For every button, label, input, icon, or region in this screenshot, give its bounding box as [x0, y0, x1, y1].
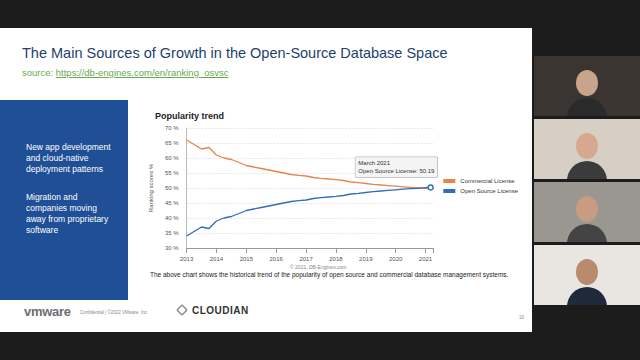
html-text:CLOUDIAN: CLOUDIAN	[192, 305, 249, 316]
svg-text:Open Source License: 50.19: Open Source License: 50.19	[358, 168, 435, 174]
svg-text:30 %: 30 %	[165, 245, 179, 251]
html-text:The Main Sources of Growth in: The Main Sources of Growth in the Open-S…	[22, 45, 448, 61]
svg-text:65 %: 65 %	[165, 140, 179, 146]
svg-text:2020: 2020	[389, 256, 403, 262]
svg-text:55 %: 55 %	[165, 170, 179, 176]
svg-text:Commercial License: Commercial License	[460, 178, 515, 184]
svg-text:Open Source License: Open Source License	[460, 188, 518, 194]
svg-text:35 %: 35 %	[165, 230, 179, 236]
svg-text:2021: 2021	[419, 256, 433, 262]
html-text:© 2021, DB-Engines.com: © 2021, DB-Engines.com	[290, 264, 347, 270]
html-text:Confidential | ©2022 VMware, I: Confidential | ©2022 VMware, Inc.	[80, 310, 149, 315]
svg-text:Popularity trend: Popularity trend	[155, 111, 224, 121]
svg-text:2013: 2013	[180, 256, 194, 262]
svg-text:40 %: 40 %	[165, 215, 179, 221]
svg-text:50 %: 50 %	[165, 185, 179, 191]
svg-text:70 %: 70 %	[165, 125, 179, 131]
html-text:10: 10	[519, 315, 524, 320]
svg-text:2015: 2015	[240, 256, 254, 262]
svg-text:2014: 2014	[210, 256, 224, 262]
svg-text:60 %: 60 %	[165, 155, 179, 161]
svg-text:45 %: 45 %	[165, 200, 179, 206]
html-text:source: https://db-engines.com: source: https://db-engines.com/en/rankin…	[22, 67, 229, 78]
html-text:The above chart shows the hist: The above chart shows the historical tre…	[150, 271, 509, 278]
svg-text:2016: 2016	[270, 256, 284, 262]
html-text:vmware: vmware	[24, 304, 71, 319]
html-text:New app development and cloud-: New app development and cloud-native dep…	[26, 142, 111, 174]
svg-text:2019: 2019	[359, 256, 373, 262]
svg-text:Ranking scores %: Ranking scores %	[148, 163, 154, 212]
html-text:Migration and companies moving: Migration and companies moving away from…	[26, 192, 109, 235]
svg-text:2017: 2017	[299, 256, 313, 262]
svg-text:2018: 2018	[329, 256, 343, 262]
svg-text:March 2021: March 2021	[358, 160, 390, 166]
